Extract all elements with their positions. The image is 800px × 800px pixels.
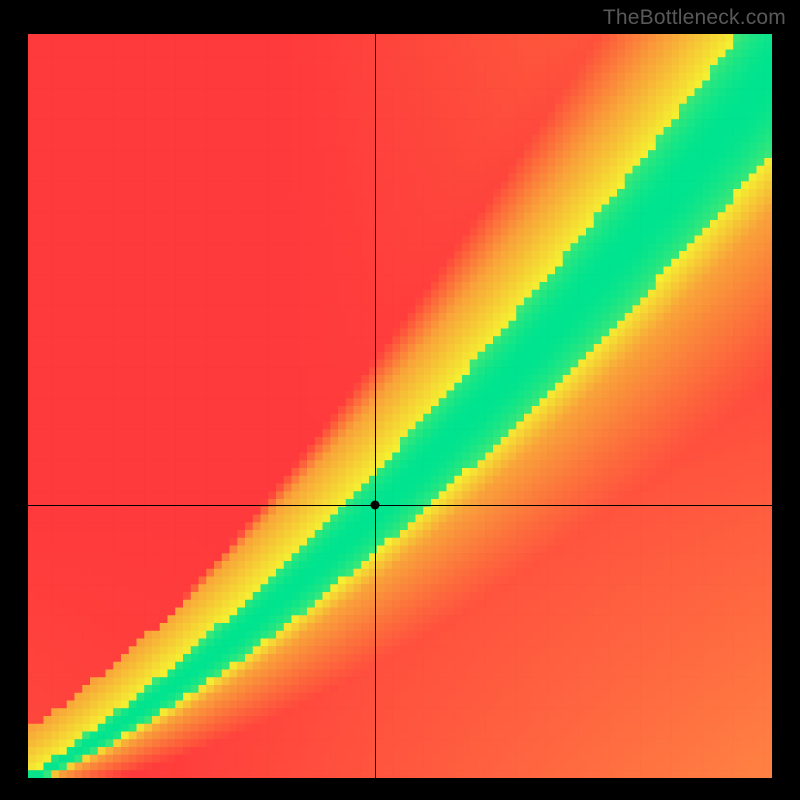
bottleneck-heatmap [28,34,772,778]
chart-frame: TheBottleneck.com [0,0,800,800]
crosshair-horizontal [28,505,772,506]
chart-area [28,34,772,778]
watermark-text: TheBottleneck.com [603,6,786,30]
crosshair-marker [371,500,380,509]
crosshair-vertical [375,34,376,778]
